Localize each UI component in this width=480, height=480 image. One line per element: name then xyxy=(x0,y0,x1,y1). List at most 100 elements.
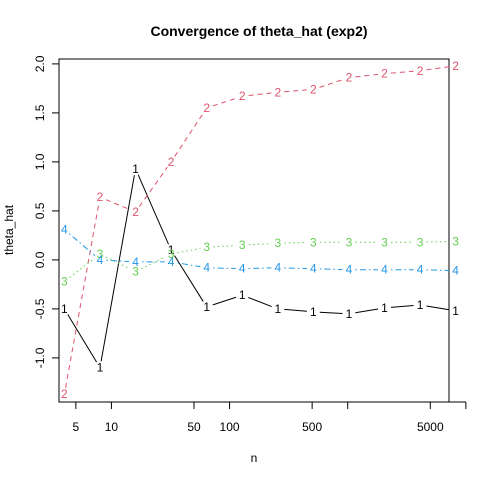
x-tick-label: 100 xyxy=(220,420,240,434)
series-segment xyxy=(248,243,272,246)
data-point-label: 2 xyxy=(132,205,139,219)
data-point-label: 1 xyxy=(452,304,459,318)
data-point-label: 2 xyxy=(417,64,424,78)
data-point-label: 4 xyxy=(61,223,68,237)
data-point-label: 4 xyxy=(346,263,353,277)
series-segment xyxy=(319,79,343,88)
data-point-label: 4 xyxy=(452,264,459,278)
series-segment xyxy=(174,113,204,157)
data-point-label: 3 xyxy=(239,238,246,252)
data-point-label: 4 xyxy=(417,263,424,277)
data-point-label: 3 xyxy=(61,274,68,288)
y-tick-label: -0.5 xyxy=(33,298,47,319)
data-point-label: 3 xyxy=(97,247,104,261)
data-point-label: 4 xyxy=(274,261,281,275)
data-point-label: 3 xyxy=(346,235,353,249)
data-point-label: 1 xyxy=(310,305,317,319)
data-point-label: 1 xyxy=(381,301,388,315)
series-segment xyxy=(355,308,379,314)
series-1: 1 1 1 1 1 1 1 1 1 1 1 1 xyxy=(61,162,459,375)
y-axis: -1.0 -0.5 0.0 0.5 1.0 1.5 2.0 xyxy=(33,55,60,368)
series-segment xyxy=(284,308,307,312)
series-segment xyxy=(426,66,450,71)
data-point-label: 4 xyxy=(239,262,246,276)
data-point-label: 3 xyxy=(417,235,424,249)
data-point-label: 1 xyxy=(168,243,175,257)
series-segment xyxy=(248,297,272,308)
series-2: 2 2 2 2 2 2 2 2 2 2 2 2 xyxy=(61,59,459,401)
series-segment xyxy=(138,166,168,207)
data-point-label: 2 xyxy=(61,387,68,401)
data-point-label: 4 xyxy=(310,262,317,276)
data-point-label: 1 xyxy=(203,300,210,314)
series-segment xyxy=(69,257,96,278)
data-point-label: 1 xyxy=(346,307,353,321)
data-point-label: 1 xyxy=(239,288,246,302)
series-segment xyxy=(284,241,307,244)
x-axis-label: n xyxy=(251,451,258,465)
series-segment xyxy=(100,175,135,362)
series-segment xyxy=(65,203,100,388)
data-point-label: 2 xyxy=(346,71,353,85)
series-segment xyxy=(248,267,272,270)
x-tick-label: 5 xyxy=(73,420,80,434)
series-segment xyxy=(248,92,272,97)
series-segment xyxy=(137,174,169,245)
data-point-label: 3 xyxy=(310,235,317,249)
x-tick-label: 10 xyxy=(105,420,119,434)
series-segment xyxy=(67,314,98,363)
series-segment xyxy=(355,73,379,78)
data-point-label: 1 xyxy=(61,302,68,316)
series-segment xyxy=(212,97,237,107)
x-tick-label: 5000 xyxy=(417,420,444,434)
y-tick-label: 0.0 xyxy=(33,251,47,268)
x-axis: 5 10 50 100 500 5000 xyxy=(73,401,467,434)
data-point-label: 3 xyxy=(132,265,139,279)
data-point-label: 3 xyxy=(381,235,388,249)
series-segment xyxy=(284,89,307,93)
data-point-label: 3 xyxy=(452,234,459,248)
series-segment xyxy=(319,311,343,314)
series-segment xyxy=(174,255,204,302)
data-point-label: 4 xyxy=(97,253,104,267)
data-point-label: 2 xyxy=(274,85,281,99)
data-point-label: 2 xyxy=(310,82,317,96)
y-axis-label: theta_hat xyxy=(2,204,16,255)
series-segment xyxy=(426,240,450,243)
series-segment xyxy=(426,269,450,272)
data-point-label: 1 xyxy=(132,162,139,176)
data-point-label: 3 xyxy=(168,247,175,261)
data-point-label: 4 xyxy=(132,255,139,269)
series-segment xyxy=(141,256,166,270)
series-segment xyxy=(177,262,201,268)
data-point-label: 4 xyxy=(203,261,210,275)
data-point-label: 2 xyxy=(452,59,459,73)
x-tick-label: 500 xyxy=(302,420,322,434)
plot-frame xyxy=(58,58,450,403)
data-point-label: 4 xyxy=(381,263,388,277)
series-segment xyxy=(390,305,414,308)
data-point-label: 3 xyxy=(203,240,210,254)
data-point-label: 2 xyxy=(97,190,104,204)
data-point-label: 2 xyxy=(381,67,388,81)
chart-title: Convergence of theta_hat (exp2) xyxy=(150,23,367,39)
data-point-label: 2 xyxy=(203,101,210,115)
series-segment xyxy=(213,267,236,270)
x-tick-label: 50 xyxy=(187,420,201,434)
y-tick-label: 1.0 xyxy=(33,153,47,170)
series-4: 4 4 4 4 4 4 4 4 4 4 4 4 xyxy=(61,223,459,278)
series-segment xyxy=(213,245,236,248)
data-point-label: 2 xyxy=(239,89,246,103)
series-segment xyxy=(390,70,414,74)
y-tick-label: 0.5 xyxy=(33,202,47,219)
series-segment xyxy=(69,233,96,257)
y-tick-label: -1.0 xyxy=(33,347,47,368)
data-point-label: 4 xyxy=(168,255,175,269)
y-tick-label: 2.0 xyxy=(33,55,47,72)
series-segment xyxy=(177,247,201,254)
data-point-label: 2 xyxy=(168,155,175,169)
y-tick-label: 1.5 xyxy=(33,104,47,121)
data-point-label: 1 xyxy=(97,361,104,375)
